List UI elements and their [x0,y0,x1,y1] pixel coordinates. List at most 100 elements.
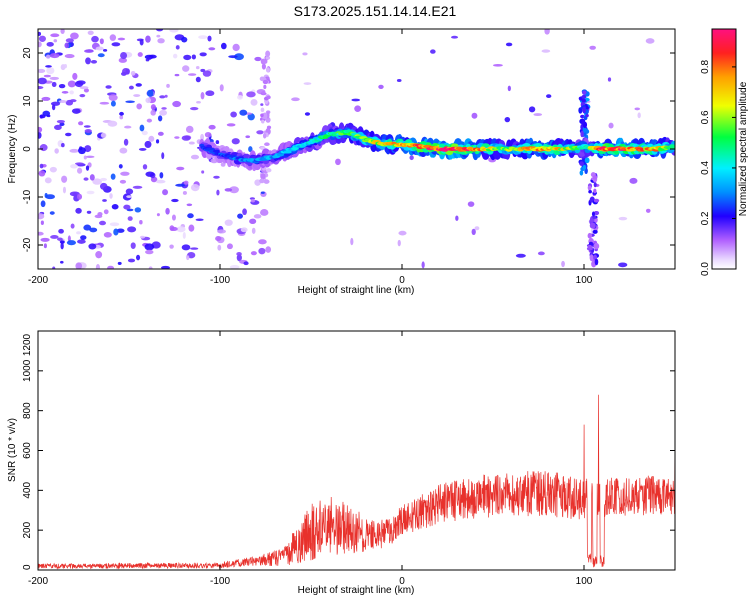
spectrogram-y-axis-label: Frequency (Hz) [7,115,18,184]
spectrogram-noise-cell [232,43,240,52]
spectrogram-noise-cell [79,94,86,98]
spectrogram-noise-cell [39,163,44,169]
spectrogram-noise-cell [248,146,253,153]
spectrogram-noise-cell [52,266,56,269]
spectrogram-noise-cell [247,113,255,121]
spectrogram-noise-cell [637,112,641,119]
spectrogram-noise-cell [111,42,121,47]
spectrogram-x-ticks: -200 -100 0 100 [28,29,593,286]
spectrogram-noise-cell [50,33,60,38]
spectrogram-noise-cell [190,106,199,111]
spectrogram-noise-cell [100,132,107,138]
spectrogram-noise-cell [108,94,118,102]
spectrogram-y-tick-label: -10 [22,189,33,204]
spectrogram-noise-cell [45,194,55,200]
spectrogram-noise-cell [528,106,536,113]
spectrogram-noise-cell [171,214,176,221]
spectrogram-noise-cell [94,214,103,219]
spectrogram-noise-cell [258,247,266,255]
spectrogram-noise-cell [46,41,54,47]
spectrogram-noise-cell [155,179,166,184]
spectrogram-noise-cell [59,122,65,127]
spectrogram-noise-cell [95,250,103,259]
spectrogram-noise-cell [207,35,212,42]
spectrogram-noise-cell [156,213,160,217]
spectrogram-streak-cell [585,113,589,118]
spectrogram-noise-cell [176,226,186,233]
spectrogram-noise-cell [95,263,100,269]
spectrogram-noise-cell [85,155,95,159]
spectrogram-noise-cell [172,53,178,59]
spectrogram-streak-cell [262,133,267,139]
spectrogram-noise-cell [645,38,655,44]
spectrogram-noise-cell [243,261,249,266]
spectrogram-noise-cell [175,183,186,187]
spectrogram-noise-cell [229,265,240,269]
spectrogram-noise-cell [40,220,44,225]
spectrogram-noise-cell [186,203,193,207]
spectrogram-noise-cell [213,175,220,179]
spectrogram-noise-cell [159,172,164,179]
spectrogram-noise-cell [166,83,170,88]
snr-x-axis-label: Height of straight line (km) [298,585,415,596]
spectrogram-noise-cell [38,170,46,177]
spectrogram-noise-cell [103,231,112,238]
spectrogram-noise-cell [85,165,90,171]
spectrogram-noise-cell [541,49,551,53]
spectrogram-streak-cell [584,157,590,164]
spectrogram-noise-cell [250,198,256,203]
spectrogram-noise-cell [156,34,161,38]
spectrogram-noise-cell [634,107,641,111]
spectrogram-noise-cell [122,67,130,75]
spectrogram-noise-cell [198,35,208,40]
colorbar-tick-label: 0.6 [700,110,711,124]
spectrogram-noise-cell [226,123,236,127]
spectrogram-noise-cell [161,152,165,160]
spectrogram-streak-cell [262,59,268,64]
spectrogram-noise-cell [77,167,83,174]
spectrogram-noise-cell [164,94,168,98]
spectrogram-noise-cell [38,213,45,220]
spectrogram-noise-cell [90,59,98,64]
spectrogram-noise-cell [240,227,248,233]
spectrogram-noise-cell [132,185,143,189]
spectrogram-noise-cell [145,35,151,43]
spectrogram-noise-cell [135,83,142,87]
spectrogram-noise-cell [77,239,86,244]
spectrogram-streak-cell [579,161,584,166]
spectrogram-y-tick-label: 10 [22,95,33,107]
spectrogram-noise-cell [51,81,57,87]
spectrogram-noise-cell [471,228,476,236]
spectrogram-noise-cell [396,78,402,82]
spectrogram-streak-cell [592,175,598,180]
spectrogram-streak-cell [591,211,596,217]
spectrogram-noise-cell [354,105,362,112]
spectrogram-noise-cell [117,261,122,265]
spectrogram-noise-cell [89,227,98,233]
spectrogram-noise-cell [607,77,612,82]
spectrogram-noise-cell [38,35,46,42]
spectrogram-noise-cell [123,138,129,146]
spectrogram-x-axis-label: Height of straight line (km) [298,285,415,296]
spectrogram-streak-cell [588,241,594,246]
snr-x-tick-label: 0 [399,576,405,587]
spectrogram-noise-cell [99,38,104,45]
spectrogram-noise-cell [133,94,141,97]
spectrogram-noise-cell [150,104,156,110]
spectrogram-noise-cell [397,239,401,247]
spectrogram-noise-cell [474,226,480,231]
spectrogram-streak-cell [592,229,598,234]
spectrogram-noise-cell [146,118,153,123]
spectrogram-streak-cell [594,258,599,266]
spectrogram-streak-cell [593,182,597,188]
spectrogram-noise-cell [83,177,89,181]
spectrogram-streak-cell [581,118,585,125]
spectrogram-noise-cell [561,260,565,268]
spectrogram-noise-cell [250,251,257,256]
spectrogram-noise-cell [504,117,511,123]
spectrogram-noise-cell [119,111,124,116]
spectrogram-noise-cell [409,155,414,161]
spectrogram-noise-cell [205,90,215,97]
spectrogram-noise-cell [145,97,151,104]
